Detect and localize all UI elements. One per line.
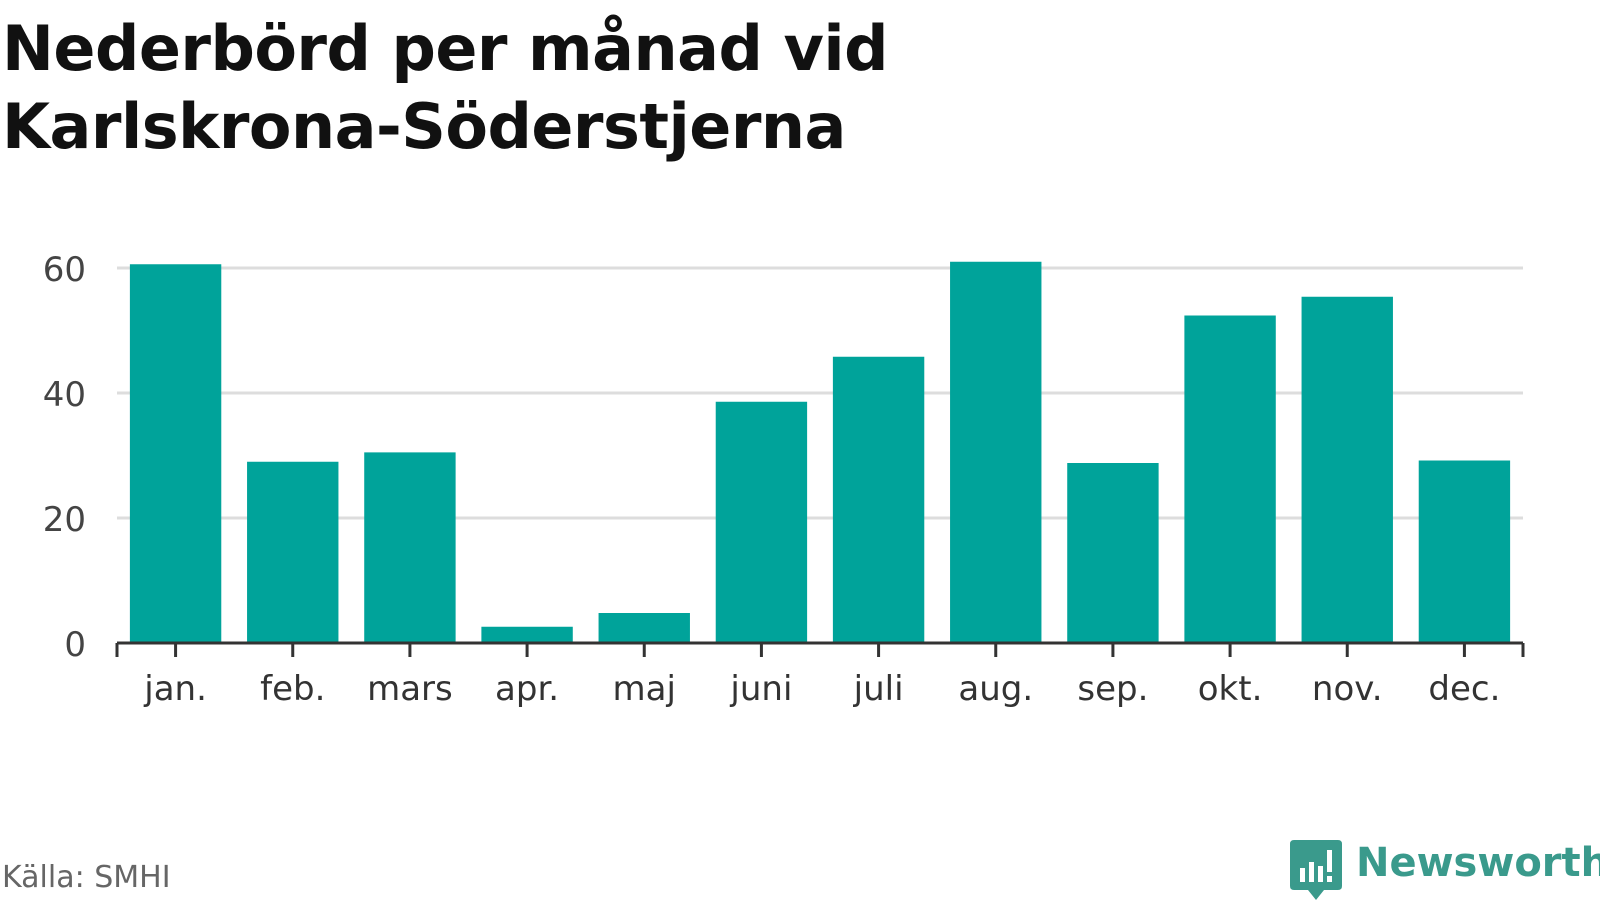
y-tick-label: 20 bbox=[43, 500, 86, 540]
bar-chart: 0 20 40 60 jan. feb. mars apr. maj juni juli aug. se… bbox=[43, 250, 1525, 709]
bar bbox=[481, 626, 573, 643]
tick-labels: 0 20 40 60 jan. feb. mars apr. maj juni juli aug. se… bbox=[43, 250, 1501, 709]
x-tick-label: feb. bbox=[260, 669, 325, 709]
bar bbox=[247, 461, 339, 643]
bar bbox=[1418, 460, 1511, 643]
x-axis bbox=[115, 641, 1525, 657]
x-tick-label: mars bbox=[367, 669, 453, 709]
brand-name: Newsworthy bbox=[1356, 840, 1600, 886]
bar bbox=[715, 401, 808, 643]
gridlines bbox=[117, 266, 1523, 520]
x-tick-label: dec. bbox=[1428, 669, 1500, 709]
chart-title-line-1: Nederbörd per månad vid bbox=[2, 12, 889, 85]
x-tick-label: juni bbox=[729, 669, 792, 709]
x-tick-label: apr. bbox=[495, 669, 559, 709]
x-tick-label: maj bbox=[613, 669, 676, 709]
bar bbox=[364, 452, 456, 643]
x-tick-label: aug. bbox=[958, 669, 1033, 709]
y-tick-label: 60 bbox=[43, 250, 86, 290]
bar bbox=[1184, 315, 1276, 643]
chart-title: Nederbörd per månad vid Karlskrona-Söder… bbox=[2, 10, 1102, 166]
newsworthy-logo-icon bbox=[1290, 840, 1342, 900]
y-tick-label: 0 bbox=[64, 625, 86, 665]
x-tick-label: sep. bbox=[1077, 669, 1148, 709]
brand-logo: Newsworthy bbox=[1290, 840, 1600, 900]
bars bbox=[129, 261, 1511, 643]
source-note: Källa: SMHI bbox=[2, 860, 171, 895]
bar bbox=[950, 261, 1042, 643]
bar bbox=[832, 356, 925, 643]
bar bbox=[1301, 296, 1393, 643]
x-tick-label: okt. bbox=[1198, 669, 1263, 709]
y-tick-label: 40 bbox=[43, 375, 86, 415]
bar bbox=[129, 264, 222, 643]
x-tick-label: nov. bbox=[1312, 669, 1383, 709]
chart-title-line-2: Karlskrona-Söderstjerna bbox=[2, 90, 846, 163]
bar bbox=[1067, 463, 1159, 643]
x-tick-label: jan. bbox=[143, 669, 207, 709]
x-tick-label: juli bbox=[853, 669, 904, 709]
bar bbox=[598, 613, 690, 643]
